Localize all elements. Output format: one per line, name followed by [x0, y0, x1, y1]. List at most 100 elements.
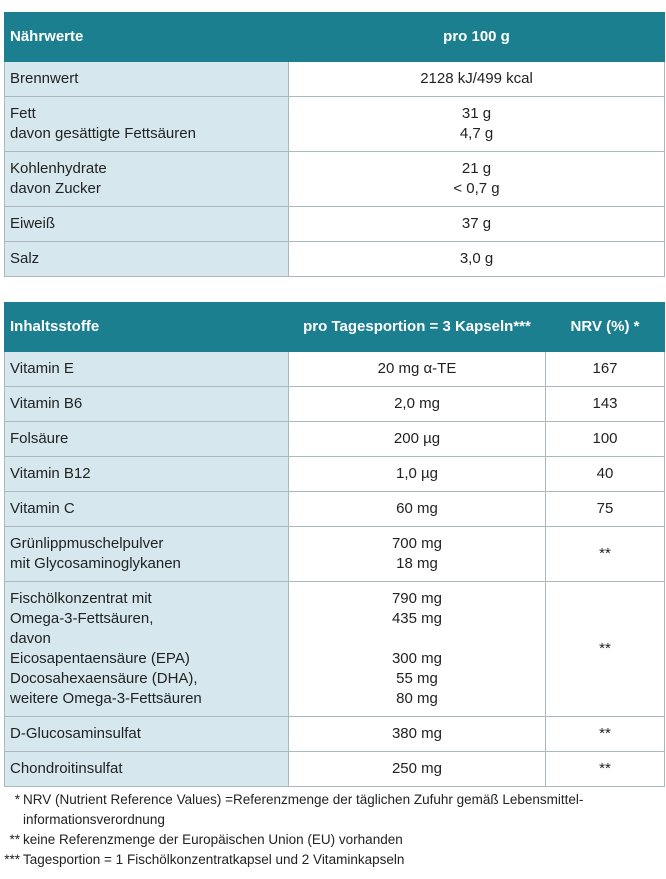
label-cell: Brennwert: [4, 61, 289, 97]
label-line: Vitamin C: [10, 500, 75, 517]
label-cell: Folsäure: [4, 421, 289, 457]
label-line: Brennwert: [10, 70, 79, 87]
footnote-line: keine Referenzmenge der Europäischen Uni…: [23, 832, 403, 847]
label-line: D-Glucosaminsulfat: [10, 725, 141, 742]
amount-cell: 380 mg: [288, 716, 546, 752]
amount-line: 1,0 µg: [395, 465, 438, 482]
nrv-cell: 40: [545, 456, 665, 492]
amount-line: 790 mg: [391, 590, 443, 607]
header-cell: Inhaltsstoffe: [4, 302, 289, 352]
amount-cell: 700 mg 18 mg: [288, 526, 546, 582]
label-line: Vitamin B12: [10, 465, 91, 482]
footnote-text: Tagesportion = 1 Fischölkonzentratkapsel…: [23, 850, 404, 870]
nrv-cell: 143: [545, 386, 665, 422]
label-cell: Salz: [4, 241, 289, 277]
nrv-cell: 167: [545, 351, 665, 387]
amount-line: 700 mg: [391, 535, 443, 552]
nrv-cell: **: [545, 716, 665, 752]
header-row: Inhaltsstoffe pro Tagesportion = 3 Kapsel…: [4, 302, 665, 352]
amount-cell: 200 µg: [288, 421, 546, 457]
label-line: Grünlippmuschelpulver: [10, 535, 164, 552]
row: Folsäure 200 µg 100: [4, 421, 665, 457]
label-cell: Eiweiß: [4, 206, 289, 242]
label-line: Omega-3-Fettsäuren,: [10, 610, 154, 627]
row: Chondroitinsulfat 250 mg **: [4, 751, 665, 787]
amount-cell: 1,0 µg: [288, 456, 546, 492]
nutrition-table: Nährwerte pro 100 g Brennwert 2128 kJ/499 k…: [4, 12, 665, 277]
footnote-mark: ***: [4, 852, 20, 867]
amount-cell: 60 mg: [288, 491, 546, 527]
amount-line: 3,0 g: [459, 250, 494, 267]
header-cell: pro Tagesportion = 3 Kapseln***: [288, 302, 546, 352]
label-cell: D-Glucosaminsulfat: [4, 716, 289, 752]
label-cell: Vitamin B6: [4, 386, 289, 422]
amount-line: 21 g: [461, 160, 492, 177]
amount-cell: 2128 kJ/499 kcal: [288, 61, 665, 97]
footnote-text: NRV (Nutrient Reference Values) =Referen…: [23, 790, 583, 830]
amount-cell: 2,0 mg: [288, 386, 546, 422]
amount-line: 80 mg: [396, 690, 438, 707]
footnote-line: informationsverordnung: [23, 812, 165, 827]
footnotes: * NRV (Nutrient Reference Values) =Refere…: [4, 790, 583, 870]
label-line: weitere Omega-3-Fettsäuren: [10, 690, 202, 707]
label-line: Chondroitinsulfat: [10, 760, 123, 777]
label-line: Kohlenhydrate: [10, 160, 107, 177]
amount-line: 250 mg: [391, 760, 443, 777]
label-line: Folsäure: [10, 430, 69, 447]
amount-line: 2128 kJ/499 kcal: [420, 70, 533, 87]
amount-line: 18 mg: [396, 555, 438, 572]
row: Vitamin C 60 mg 75: [4, 491, 665, 527]
amount-line: 2,0 mg: [394, 395, 440, 412]
amount-cell: 250 mg: [288, 751, 546, 787]
label-cell: Vitamin E: [4, 351, 289, 387]
footnote-text: keine Referenzmenge der Europäischen Uni…: [23, 830, 403, 850]
label-line: Docosahexaensäure (DHA),: [10, 670, 198, 687]
amount-line: 31 g: [461, 105, 492, 122]
amount-line: 20 mg α-TE: [377, 360, 457, 377]
nrv-cell: **: [545, 751, 665, 787]
label-line: davon Zucker: [10, 180, 101, 197]
nrv-cell: **: [545, 581, 665, 717]
row: Vitamin B12 1,0 µg 40: [4, 456, 665, 492]
amount-line: 37 g: [461, 215, 492, 232]
amount-cell: 31 g 4,7 g: [288, 96, 665, 152]
row: Fett davon gesättigte Fettsäuren 31 g 4,7 g: [4, 96, 665, 152]
row: Salz 3,0 g: [4, 241, 665, 277]
row: D-Glucosaminsulfat 380 mg **: [4, 716, 665, 752]
row: Fischölkonzentrat mit Omega-3-Fettsäuren,…: [4, 581, 665, 717]
row: Brennwert 2128 kJ/499 kcal: [4, 61, 665, 97]
footnote: ** keine Referenzmenge der Europäischen U…: [4, 830, 583, 850]
amount-cell: 20 mg α-TE: [288, 351, 546, 387]
label-line: davon: [10, 630, 51, 647]
footnote-mark: *: [14, 792, 20, 807]
amount-cell: 37 g: [288, 206, 665, 242]
label-line: Vitamin E: [10, 360, 74, 377]
label-line: mit Glycosaminoglykanen: [10, 555, 181, 572]
row: Vitamin E 20 mg α-TE 167: [4, 351, 665, 387]
nrv-cell: **: [545, 526, 665, 582]
amount-line: 4,7 g: [459, 125, 494, 142]
amount-line: 60 mg: [396, 500, 438, 517]
header-row: Nährwerte pro 100 g: [4, 12, 665, 62]
label-line: Vitamin B6: [10, 395, 83, 412]
row: Grünlippmuschelpulver mit Glycosaminoglyk…: [4, 526, 665, 582]
footnote: *** Tagesportion = 1 Fischölkonzentratkap…: [4, 850, 583, 870]
label-cell: Grünlippmuschelpulver mit Glycosaminoglyk…: [4, 526, 289, 582]
label-line: Salz: [10, 250, 40, 267]
amount-line: 435 mg: [391, 610, 443, 627]
footnote-line: Tagesportion = 1 Fischölkonzentratkapsel…: [23, 852, 405, 867]
row: Kohlenhydrate davon Zucker 21 g < 0,7 g: [4, 151, 665, 207]
label-line: Eicosapentaensäure (EPA): [10, 650, 190, 667]
header-cell: Nährwerte: [4, 12, 289, 62]
amount-line: 300 mg: [391, 650, 443, 667]
label-cell: Vitamin B12: [4, 456, 289, 492]
label-line: Fett: [10, 105, 36, 122]
header-cell: NRV (%) *: [545, 302, 665, 352]
amount-cell: 21 g < 0,7 g: [288, 151, 665, 207]
nrv-cell: 100: [545, 421, 665, 457]
ingredients-table: Inhaltsstoffe pro Tagesportion = 3 Kapsel…: [4, 302, 665, 787]
label-cell: Chondroitinsulfat: [4, 751, 289, 787]
row: Vitamin B6 2,0 mg 143: [4, 386, 665, 422]
footnote-mark: **: [9, 832, 20, 847]
